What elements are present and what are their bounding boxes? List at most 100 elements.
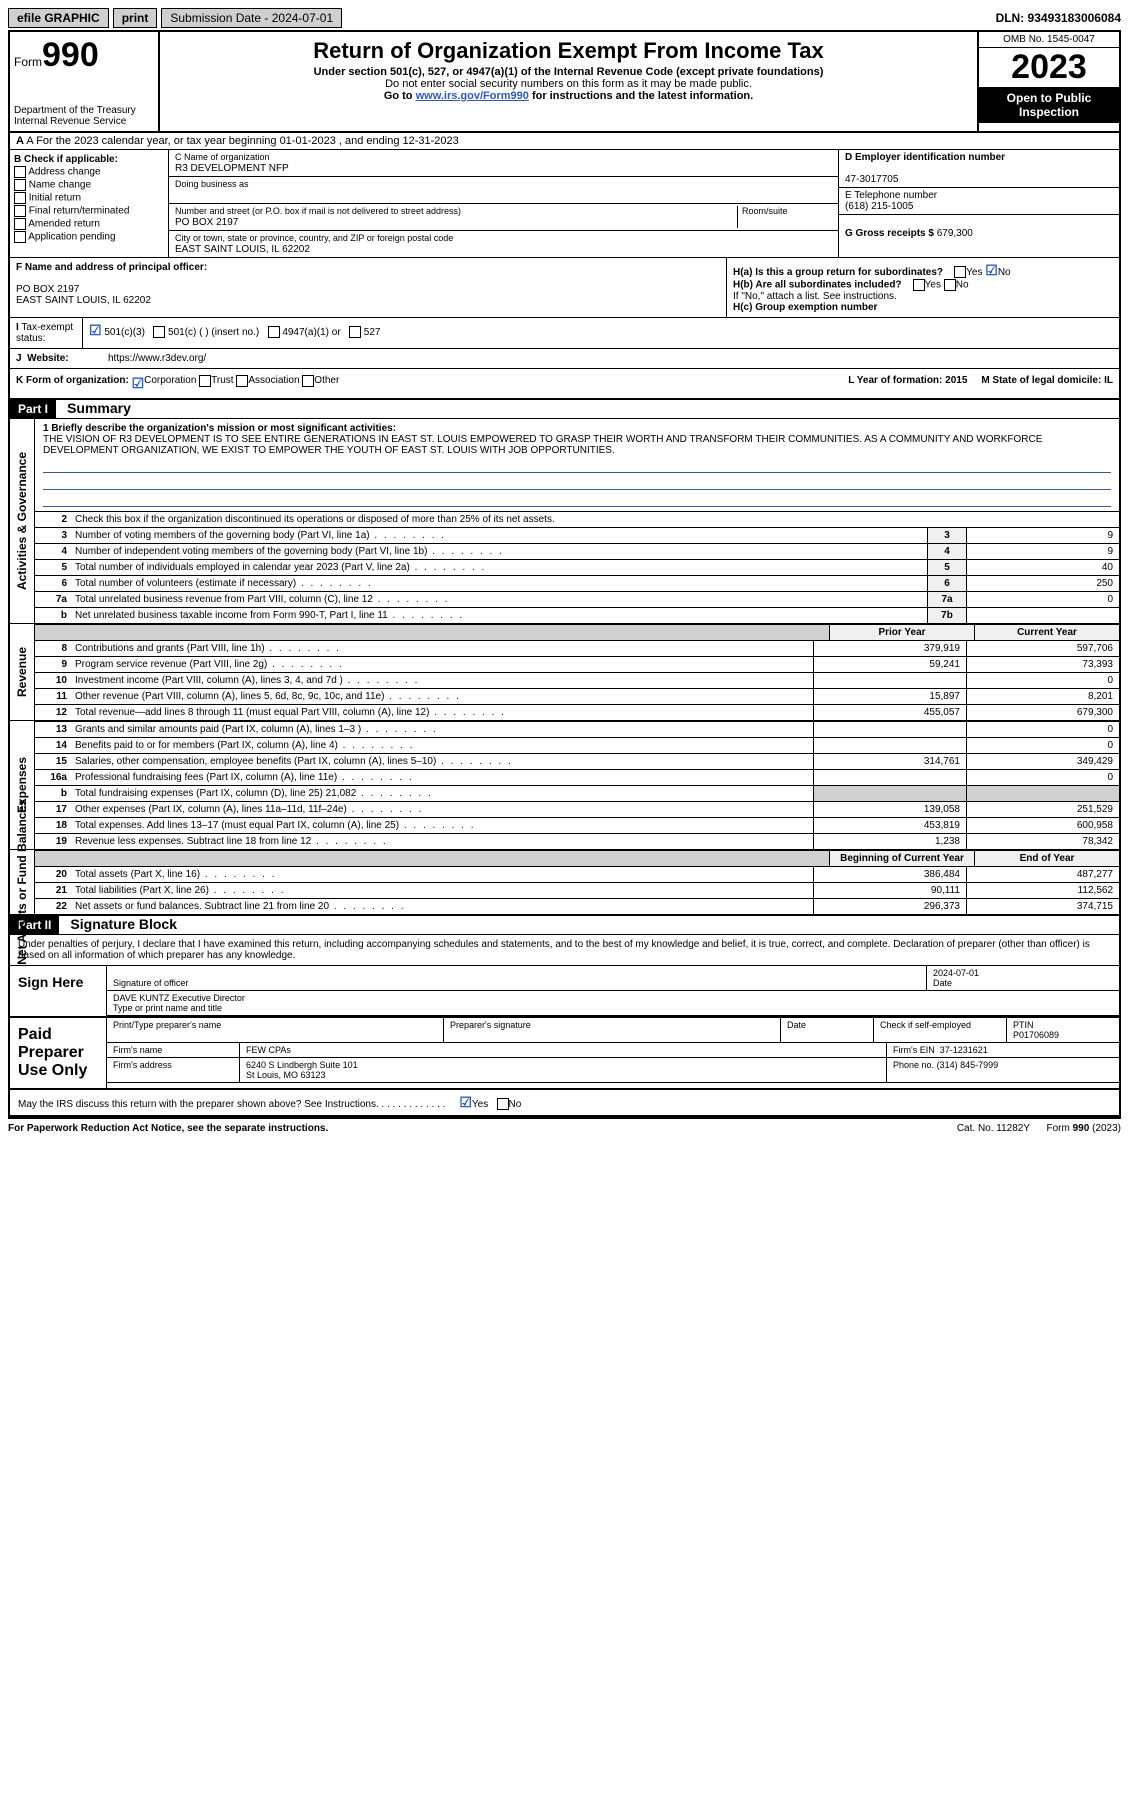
paid-preparer-block: Paid Preparer Use Only Print/Type prepar… <box>10 1018 1119 1090</box>
ein-lbl: D Employer identification number <box>845 152 1005 163</box>
header-right: OMB No. 1545-0047 2023 Open to Public In… <box>977 32 1119 131</box>
goto-suffix: for instructions and the latest informat… <box>529 90 753 102</box>
k-other[interactable] <box>302 375 314 387</box>
q1: 1 Briefly describe the organization's mi… <box>43 423 396 434</box>
sig-intro: Under penalties of perjury, I declare th… <box>10 935 1119 966</box>
sig-off-lbl: Signature of officer <box>113 978 188 988</box>
row-a: A A For the 2023 calendar year, or tax y… <box>10 133 1119 150</box>
firm-name: FEW CPAs <box>246 1045 291 1055</box>
discuss-row: May the IRS discuss this return with the… <box>10 1090 1119 1117</box>
footer: For Paperwork Reduction Act Notice, see … <box>8 1119 1121 1138</box>
governance-section: Activities & Governance 1 Briefly descri… <box>10 419 1119 624</box>
org-name: R3 DEVELOPMENT NFP <box>175 163 289 174</box>
vside-rev: Revenue <box>10 624 35 720</box>
opt-address: Address change <box>28 167 100 178</box>
hb-yes[interactable] <box>913 279 925 291</box>
open-inspection: Open to Public Inspection <box>979 87 1119 123</box>
part2-header: Part II Signature Block <box>10 916 1119 935</box>
section-fh: F Name and address of principal officer:… <box>10 258 1119 318</box>
k-trust[interactable] <box>199 375 211 387</box>
beg-hdr: Beginning of Current Year <box>829 851 974 866</box>
i-4947[interactable] <box>268 326 280 338</box>
col-b: B Check if applicable: Address change Na… <box>10 150 169 257</box>
firm-ein-lbl: Firm's EIN <box>893 1045 935 1055</box>
omb-number: OMB No. 1545-0047 <box>979 32 1119 48</box>
name-lbl: C Name of organization <box>175 152 270 162</box>
chk-final[interactable] <box>14 205 26 217</box>
discuss-no[interactable] <box>497 1098 509 1110</box>
discuss-text: May the IRS discuss this return with the… <box>18 1099 379 1110</box>
addr-lbl: Number and street (or P.O. box if mail i… <box>175 206 461 216</box>
opt-pending: Application pending <box>28 232 115 243</box>
ein: 47-3017705 <box>845 174 898 185</box>
cat: Cat. No. 11282Y <box>957 1123 1030 1134</box>
firm-addr1: 6240 S Lindbergh Suite 101 <box>246 1060 358 1070</box>
officer: DAVE KUNTZ Executive Director <box>113 993 245 1003</box>
part1-header: Part I Summary <box>10 400 1119 419</box>
expenses-section: Expenses 13Grants and similar amounts pa… <box>10 721 1119 850</box>
sign-here-block: Sign Here Signature of officer 2024-07-01… <box>10 966 1119 1018</box>
vside-gov: Activities & Governance <box>10 419 35 623</box>
paid-label: Paid Preparer Use Only <box>10 1018 107 1088</box>
gross-lbl: G Gross receipts $ <box>845 228 934 239</box>
discuss-yes-chk: ☑ <box>459 1094 472 1110</box>
chk-address[interactable] <box>14 166 26 178</box>
room-lbl: Room/suite <box>742 206 788 216</box>
ptin-lbl: PTIN <box>1013 1020 1034 1030</box>
col-b-title: B Check if applicable: <box>14 154 118 165</box>
l-year: L Year of formation: 2015 <box>848 375 967 386</box>
phone-lbl: Phone no. <box>893 1060 934 1070</box>
hb-lbl: H(b) Are all subordinates included? <box>733 280 902 291</box>
header-left: Form990 Department of the Treasury Inter… <box>10 32 160 131</box>
k-lbl: K Form of organization: <box>16 375 129 392</box>
form-header: Form990 Department of the Treasury Inter… <box>10 32 1119 133</box>
irs-link[interactable]: www.irs.gov/Form990 <box>416 90 529 102</box>
revenue-section: Revenue Prior YearCurrent Year 8Contribu… <box>10 624 1119 721</box>
f-lbl: F Name and address of principal officer: <box>16 262 207 273</box>
pra: For Paperwork Reduction Act Notice, see … <box>8 1123 328 1134</box>
row-a-text: A For the 2023 calendar year, or tax yea… <box>26 135 458 147</box>
m-state: M State of legal domicile: IL <box>981 375 1113 386</box>
irs-label: Internal Revenue Service <box>14 116 154 127</box>
chk-pending[interactable] <box>14 231 26 243</box>
hb-no[interactable] <box>944 279 956 291</box>
mission-block: 1 Briefly describe the organization's mi… <box>35 419 1119 511</box>
ha-yes[interactable] <box>954 266 966 278</box>
q2: Check this box if the organization disco… <box>71 512 1119 527</box>
efile-label: efile GRAPHIC <box>8 8 109 28</box>
form-foot: 990 <box>1073 1123 1090 1134</box>
i-501c3-chk: ☑ <box>89 322 102 338</box>
sig-date: 2024-07-01 <box>933 968 979 978</box>
ptin: P01706089 <box>1013 1030 1059 1040</box>
chk-amended[interactable] <box>14 218 26 230</box>
dba-lbl: Doing business as <box>175 179 249 189</box>
ha-lbl: H(a) Is this a group return for subordin… <box>733 267 943 278</box>
chk-name[interactable] <box>14 179 26 191</box>
k-corp-chk: ☑ <box>132 375 145 392</box>
i-501c[interactable] <box>153 326 165 338</box>
tel: (618) 215-1005 <box>845 201 913 212</box>
chk-initial[interactable] <box>14 192 26 204</box>
row-j: J Website: https://www.r3dev.org/ <box>10 349 1119 369</box>
form-label: Form <box>14 55 42 69</box>
k-assoc[interactable] <box>236 375 248 387</box>
city-lbl: City or town, state or province, country… <box>175 233 453 243</box>
website: https://www.r3dev.org/ <box>108 353 206 364</box>
tel-lbl: E Telephone number <box>845 190 937 201</box>
current-hdr: Current Year <box>974 625 1119 640</box>
ha-no-mark: ☑ <box>985 262 998 278</box>
date-lbl: Date <box>933 978 952 988</box>
sign-here-label: Sign Here <box>10 966 107 1016</box>
opt-final: Final return/terminated <box>29 206 130 217</box>
opt-amended: Amended return <box>28 219 100 230</box>
print-button[interactable]: print <box>113 8 158 28</box>
part1-label: Part I <box>10 400 56 418</box>
goto-prefix: Go to <box>384 90 416 102</box>
col-d: D Employer identification number 47-30177… <box>838 150 1119 257</box>
col-h: H(a) Is this a group return for subordin… <box>727 258 1119 317</box>
dln: DLN: 93493183006084 <box>996 11 1121 25</box>
i-527[interactable] <box>349 326 361 338</box>
phone: (314) 845-7999 <box>937 1060 999 1070</box>
firm-name-lbl: Firm's name <box>113 1045 162 1055</box>
topbar: efile GRAPHIC print Submission Date - 20… <box>8 8 1121 28</box>
